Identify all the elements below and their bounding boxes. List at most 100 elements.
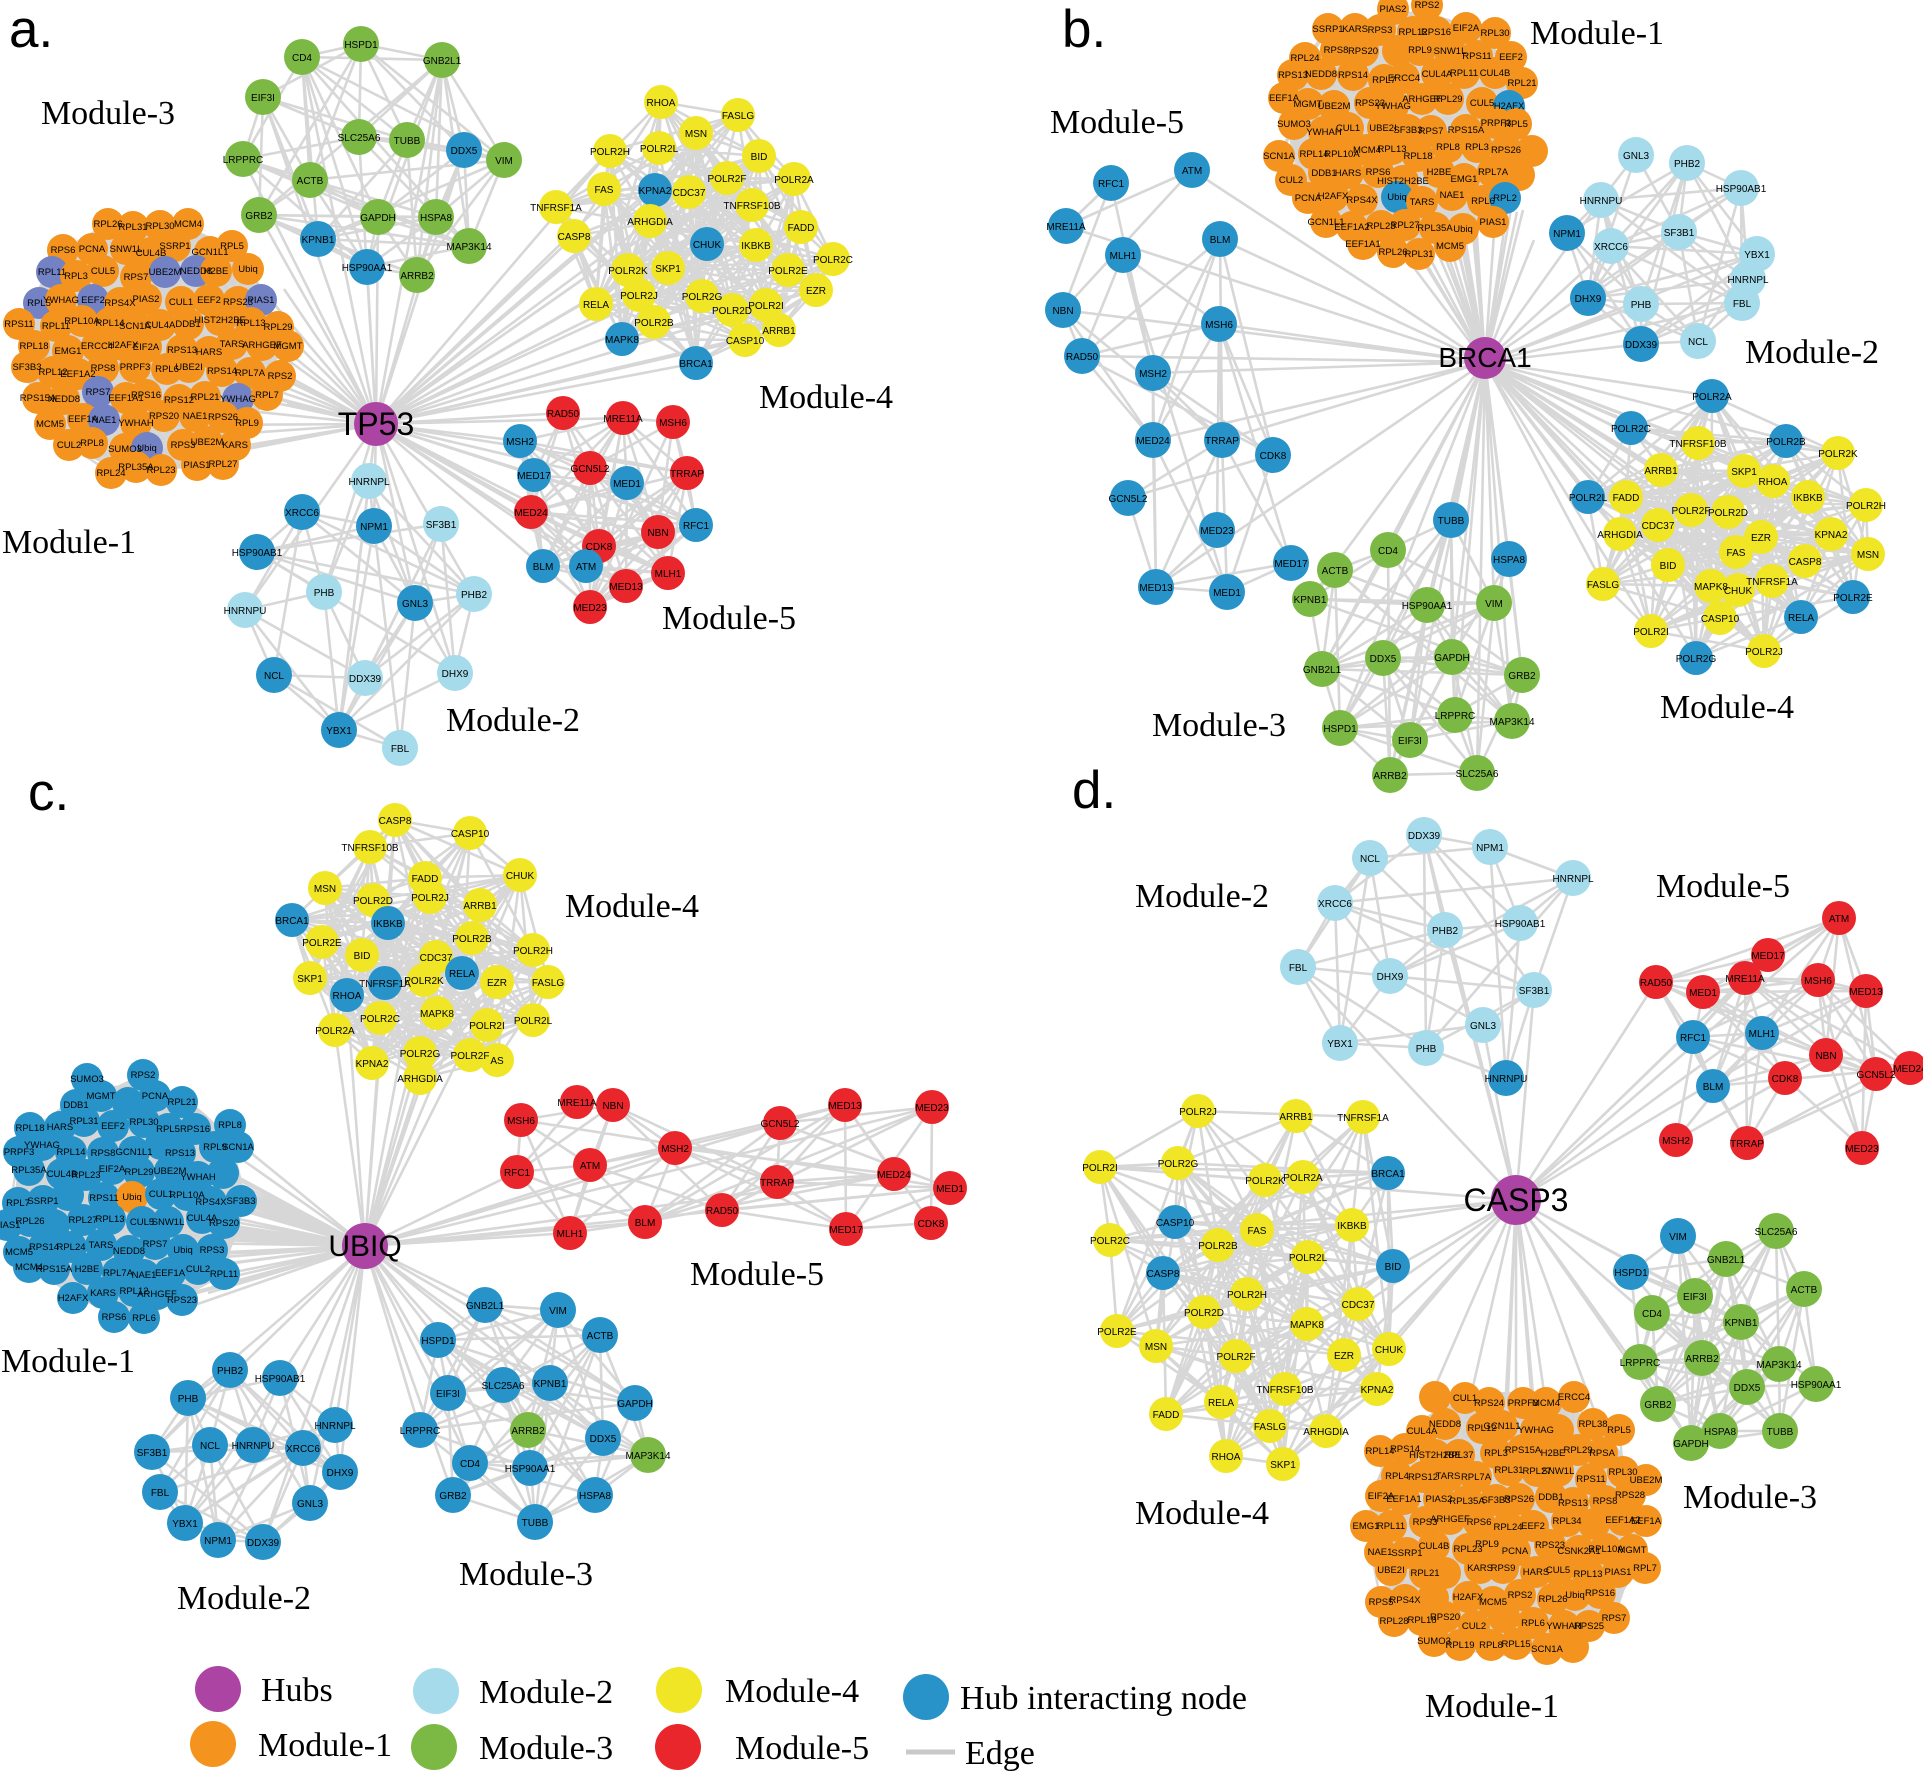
svg-text:Module-5: Module-5 — [1656, 868, 1790, 905]
svg-text:RFC1: RFC1 — [1680, 1033, 1707, 1044]
svg-text:SLC25A6: SLC25A6 — [1456, 769, 1499, 780]
svg-text:POLR2K: POLR2K — [404, 976, 444, 987]
svg-text:RFC1: RFC1 — [683, 521, 710, 532]
svg-text:CUL4B: CUL4B — [136, 248, 167, 259]
svg-text:Module-4: Module-4 — [759, 379, 893, 416]
svg-text:NPM1: NPM1 — [360, 522, 388, 533]
svg-text:PHB2: PHB2 — [1432, 926, 1459, 937]
svg-text:CDK8: CDK8 — [586, 542, 613, 553]
svg-text:POLR2L: POLR2L — [640, 144, 679, 155]
svg-text:NPM1: NPM1 — [204, 1536, 232, 1547]
svg-text:SUMO3: SUMO3 — [108, 444, 142, 455]
svg-text:NAE1: NAE1 — [1440, 190, 1465, 201]
svg-text:EIF2A: EIF2A — [99, 1164, 126, 1175]
svg-text:RPL21: RPL21 — [1507, 78, 1536, 89]
svg-text:SKP1: SKP1 — [1270, 1460, 1296, 1471]
svg-text:HARS: HARS — [1523, 1567, 1549, 1578]
svg-text:CDC37: CDC37 — [1342, 1300, 1375, 1311]
svg-text:POLR2G: POLR2G — [1676, 654, 1717, 665]
svg-text:RPL23: RPL23 — [146, 465, 175, 476]
svg-text:RPL24: RPL24 — [56, 1242, 85, 1253]
svg-text:MGMT: MGMT — [273, 341, 302, 352]
svg-text:HARS: HARS — [1335, 168, 1361, 179]
svg-text:EIF3I: EIF3I — [1398, 736, 1422, 747]
svg-text:PCNA: PCNA — [1502, 1546, 1529, 1557]
svg-text:POLR2K: POLR2K — [608, 266, 648, 277]
svg-text:POLR2F: POLR2F — [1217, 1352, 1256, 1363]
svg-text:Module-5: Module-5 — [662, 600, 796, 637]
svg-text:MCM5: MCM5 — [36, 419, 64, 430]
svg-text:RPS12: RPS12 — [1408, 1472, 1438, 1483]
svg-text:RPS25: RPS25 — [1574, 1621, 1604, 1632]
svg-text:FADD: FADD — [1613, 493, 1640, 504]
svg-text:RPL7: RPL7 — [1372, 75, 1396, 86]
svg-text:RPL35A: RPL35A — [1417, 223, 1453, 234]
svg-text:RPS26: RPS26 — [1491, 145, 1521, 156]
svg-text:POLR2I: POLR2I — [748, 301, 784, 312]
svg-text:RPL31: RPL31 — [118, 222, 147, 233]
svg-text:UBE2M: UBE2M — [1630, 1475, 1663, 1486]
svg-text:BLM: BLM — [1703, 1082, 1724, 1093]
svg-text:RPL19: RPL19 — [1445, 1640, 1474, 1651]
svg-text:YWHAG: YWHAG — [24, 1140, 60, 1151]
svg-text:b.: b. — [1062, 0, 1106, 59]
svg-text:DDX39: DDX39 — [247, 1538, 280, 1549]
svg-text:RPS3: RPS3 — [171, 440, 196, 451]
svg-text:RPS15A: RPS15A — [36, 1264, 73, 1275]
svg-text:MAPK8: MAPK8 — [1694, 582, 1728, 593]
svg-text:NCL: NCL — [1360, 854, 1380, 865]
svg-text:MSH2: MSH2 — [661, 1144, 689, 1155]
svg-text:SLC25A6: SLC25A6 — [338, 133, 381, 144]
svg-text:Ubiq: Ubiq — [137, 443, 157, 454]
svg-text:PIAS1: PIAS1 — [1605, 1567, 1632, 1578]
svg-text:POLR2L: POLR2L — [514, 1016, 553, 1027]
svg-text:RPL6: RPL6 — [155, 364, 179, 375]
svg-text:EEF1A: EEF1A — [155, 1268, 186, 1279]
svg-text:HSPA8: HSPA8 — [420, 213, 452, 224]
svg-text:YWHAG: YWHAG — [1375, 101, 1411, 112]
svg-text:FAS: FAS — [595, 185, 614, 196]
svg-text:MAP3K14: MAP3K14 — [1489, 717, 1534, 728]
svg-text:CASP3: CASP3 — [1464, 1182, 1569, 1218]
svg-text:MAPK8: MAPK8 — [1290, 1320, 1324, 1331]
svg-text:RPL30: RPL30 — [1480, 28, 1509, 39]
svg-text:H2AFX: H2AFX — [1494, 101, 1525, 112]
svg-text:SCN1A: SCN1A — [1531, 1644, 1563, 1655]
svg-text:MCM4: MCM4 — [1353, 145, 1381, 156]
svg-text:RPS16: RPS16 — [180, 1124, 210, 1135]
svg-text:SF3B3: SF3B3 — [226, 1196, 255, 1207]
svg-text:POLR2L: POLR2L — [1569, 493, 1608, 504]
svg-text:CDC37: CDC37 — [1642, 521, 1675, 532]
svg-text:DHX9: DHX9 — [1575, 294, 1602, 305]
svg-text:TARS: TARS — [1436, 1471, 1461, 1482]
svg-text:DHX9: DHX9 — [1377, 972, 1404, 983]
svg-text:MED17: MED17 — [517, 471, 551, 482]
svg-text:VIM: VIM — [1669, 1232, 1687, 1243]
svg-text:HSP90AB1: HSP90AB1 — [232, 548, 283, 559]
svg-text:RHOA: RHOA — [647, 98, 676, 109]
svg-text:LRPPRC: LRPPRC — [400, 1426, 441, 1437]
svg-text:RPS8: RPS8 — [91, 363, 116, 374]
svg-text:MED17: MED17 — [1751, 951, 1785, 962]
svg-text:EEF2: EEF2 — [1499, 52, 1523, 63]
svg-text:POLR2H: POLR2H — [1227, 1290, 1267, 1301]
svg-text:MLH1: MLH1 — [655, 569, 682, 580]
svg-text:UBE2I: UBE2I — [1369, 123, 1396, 134]
svg-text:MED13: MED13 — [1139, 583, 1173, 594]
svg-text:BLM: BLM — [1210, 235, 1231, 246]
svg-text:MAP3K14: MAP3K14 — [625, 1451, 670, 1462]
svg-text:EZR: EZR — [1751, 533, 1771, 544]
svg-text:YWHAH: YWHAH — [118, 418, 154, 429]
svg-text:FAS: FAS — [1727, 548, 1746, 559]
svg-text:RPL3: RPL3 — [1465, 142, 1489, 153]
svg-text:RPS13: RPS13 — [1278, 70, 1308, 81]
svg-text:MED24: MED24 — [1893, 1064, 1923, 1075]
svg-text:MED1: MED1 — [1689, 988, 1717, 999]
svg-text:EEF1A2: EEF1A2 — [1334, 222, 1369, 233]
svg-text:PIAS1: PIAS1 — [1480, 217, 1507, 228]
svg-text:YWHAH: YWHAH — [1306, 127, 1342, 138]
svg-text:H2BE: H2BE — [75, 1264, 100, 1275]
svg-text:BRCA1: BRCA1 — [679, 359, 713, 370]
svg-text:RPL11: RPL11 — [42, 321, 70, 332]
svg-text:HSPA8: HSPA8 — [1493, 555, 1525, 566]
